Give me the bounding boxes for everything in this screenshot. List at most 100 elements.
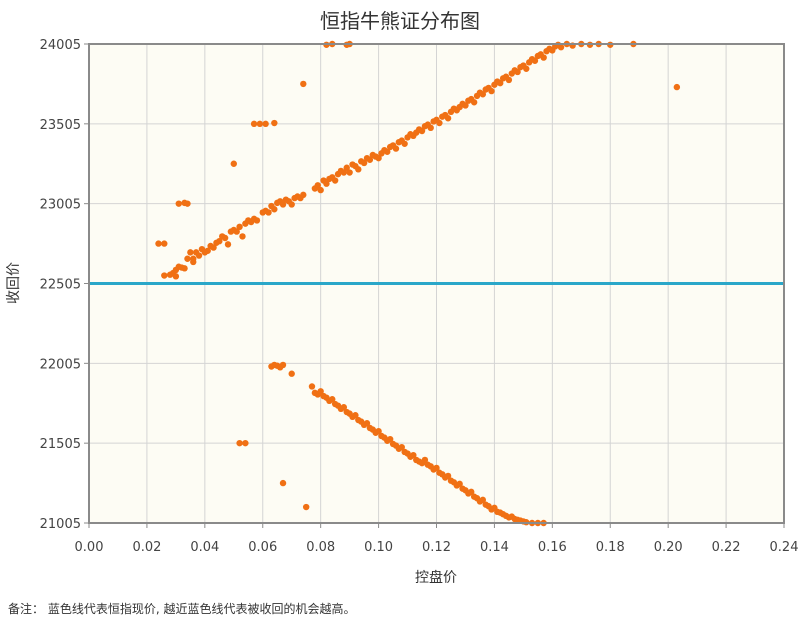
data-point — [355, 166, 362, 173]
data-point — [302, 503, 310, 511]
data-point — [444, 115, 452, 122]
data-point — [308, 383, 316, 390]
data-point — [253, 217, 261, 224]
data-point — [386, 435, 394, 443]
data-point — [436, 119, 443, 127]
data-point — [427, 124, 434, 132]
chart-title: 恒指牛熊证分布图 — [320, 9, 480, 33]
data-point — [540, 54, 547, 61]
y-tick-label: 21505 — [40, 437, 81, 452]
data-point — [401, 140, 408, 147]
data-point — [155, 240, 162, 247]
data-point — [523, 65, 530, 72]
data-point — [421, 456, 429, 464]
data-point — [433, 464, 440, 472]
x-tick-label: 0.08 — [306, 540, 335, 555]
data-point — [210, 244, 217, 251]
x-tick-label: 0.22 — [712, 540, 741, 555]
x-tick-label: 0.14 — [480, 540, 509, 555]
data-point — [673, 83, 681, 91]
data-point — [279, 479, 287, 487]
data-point — [488, 87, 495, 95]
data-point — [479, 496, 487, 504]
data-point — [343, 164, 350, 171]
data-point — [181, 265, 188, 272]
x-tick-label: 0.20 — [654, 540, 683, 555]
data-point — [392, 145, 400, 152]
data-point — [204, 247, 211, 254]
x-tick-label: 0.24 — [770, 540, 799, 555]
data-point — [531, 57, 539, 64]
y-tick-label: 24005 — [40, 38, 81, 53]
data-point — [557, 43, 565, 51]
data-point — [300, 80, 307, 88]
data-point — [479, 91, 487, 98]
x-axis-label: 控盘价 — [415, 569, 457, 586]
x-axis-ticks: 0.00 0.02 0.04 0.06 0.08 0.10 0.12 0.14 0.16 0.18… — [75, 523, 799, 555]
data-point — [184, 200, 191, 207]
data-point — [456, 480, 463, 488]
x-tick-label: 0.04 — [190, 540, 219, 555]
data-point — [331, 177, 339, 184]
data-point — [190, 258, 197, 266]
data-point — [352, 412, 359, 419]
x-tick-label: 0.00 — [75, 540, 104, 555]
data-point — [410, 451, 417, 459]
data-point — [418, 127, 426, 135]
data-point — [363, 420, 371, 427]
footnote: 备注： 蓝色线代表恒指现价, 越近蓝色线代表被收回的机会越高。 — [8, 602, 356, 616]
data-point — [279, 361, 287, 369]
y-axis-ticks: 21005 21505 22005 22505 23005 23505 24005 — [40, 38, 89, 532]
data-point — [271, 119, 278, 127]
data-point — [224, 241, 232, 248]
data-point — [346, 169, 353, 176]
data-point — [184, 255, 191, 262]
data-point — [398, 443, 405, 451]
data-point — [375, 427, 382, 435]
data-point — [233, 228, 240, 235]
y-tick-label: 22505 — [40, 278, 81, 293]
data-point — [314, 182, 321, 189]
data-point — [265, 209, 272, 216]
x-tick-label: 0.06 — [248, 540, 277, 555]
data-point — [468, 488, 475, 496]
data-point — [216, 237, 223, 245]
data-point — [242, 439, 249, 447]
data-point — [470, 99, 478, 106]
data-point — [175, 200, 182, 207]
data-point — [366, 156, 374, 163]
x-tick-label: 0.18 — [596, 540, 625, 555]
data-point — [505, 76, 513, 84]
data-point — [462, 102, 469, 109]
data-point — [236, 439, 243, 447]
data-point — [444, 472, 452, 480]
y-axis-label: 收回价 — [6, 262, 22, 304]
y-tick-label: 23005 — [40, 198, 81, 213]
data-point — [250, 120, 258, 128]
data-point — [340, 404, 348, 411]
x-tick-label: 0.12 — [422, 540, 451, 555]
data-point — [360, 159, 368, 167]
data-point — [256, 120, 264, 128]
data-point — [279, 201, 287, 208]
data-point — [172, 273, 180, 280]
data-point — [187, 249, 194, 256]
data-point — [375, 154, 382, 162]
data-point — [317, 388, 324, 395]
data-point — [288, 201, 295, 208]
data-point — [317, 186, 324, 194]
data-point — [221, 234, 229, 242]
data-point — [497, 79, 504, 87]
data-point — [239, 233, 246, 240]
data-point — [323, 180, 330, 187]
y-tick-label: 23505 — [40, 118, 81, 133]
data-point — [288, 370, 295, 377]
data-point — [340, 169, 348, 176]
x-tick-label: 0.16 — [538, 540, 567, 555]
x-tick-label: 0.02 — [132, 540, 161, 555]
data-point — [195, 252, 203, 259]
data-point — [329, 396, 336, 403]
data-point — [230, 160, 237, 167]
data-point — [514, 68, 521, 76]
